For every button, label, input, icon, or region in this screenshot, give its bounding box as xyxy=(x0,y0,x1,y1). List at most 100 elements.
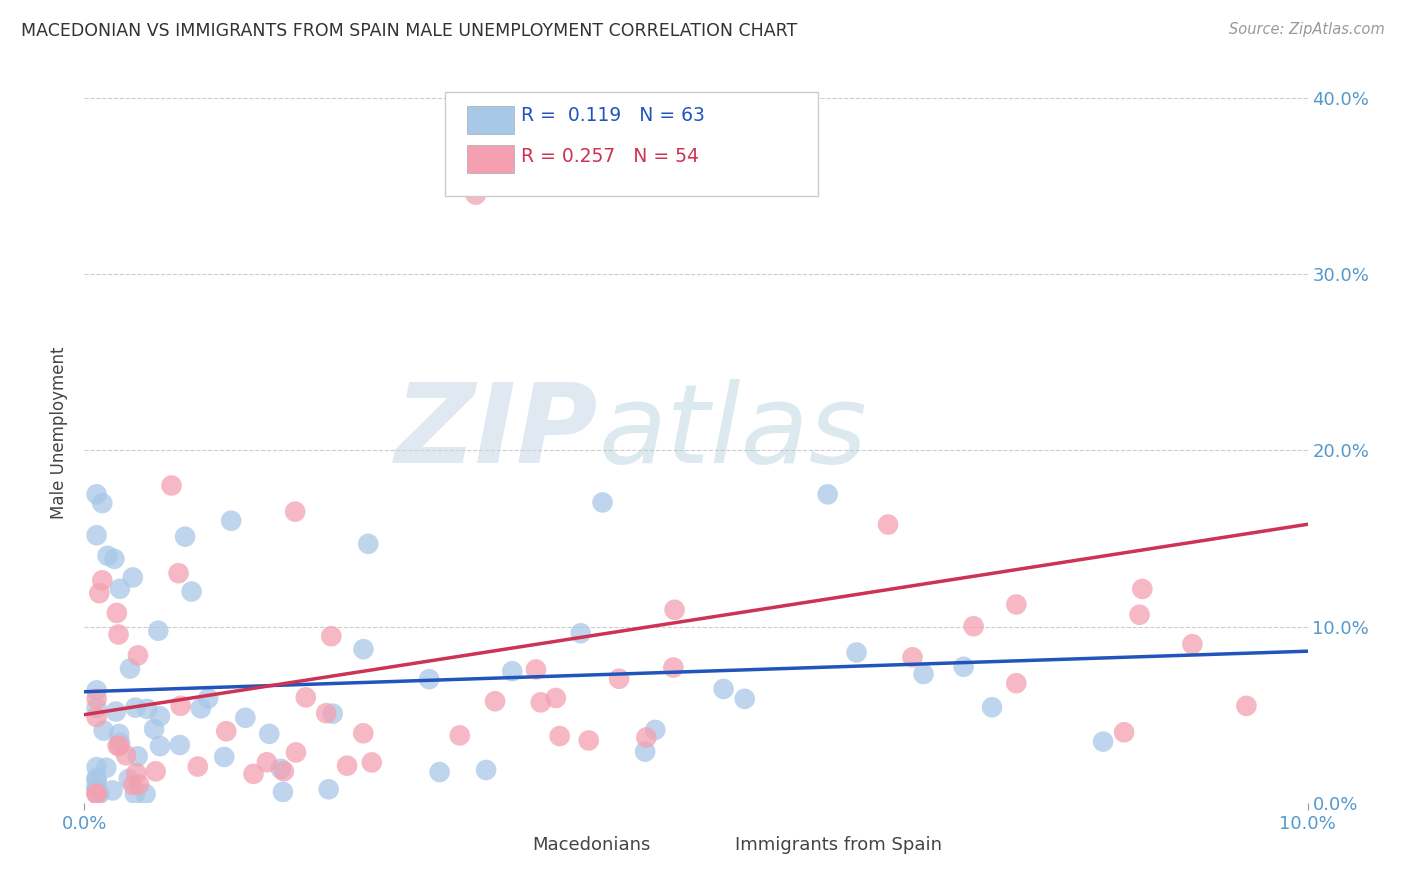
Point xyxy=(285,746,308,760)
Point xyxy=(578,733,600,747)
Text: R = 0.257   N = 54: R = 0.257 N = 54 xyxy=(522,147,699,166)
FancyBboxPatch shape xyxy=(690,833,727,857)
Point xyxy=(149,709,172,723)
Point xyxy=(464,187,486,202)
Point xyxy=(294,690,316,705)
Point xyxy=(544,691,567,706)
Point xyxy=(96,761,118,775)
Point xyxy=(115,748,138,763)
Text: MACEDONIAN VS IMMIGRANTS FROM SPAIN MALE UNEMPLOYMENT CORRELATION CHART: MACEDONIAN VS IMMIGRANTS FROM SPAIN MALE… xyxy=(21,22,797,40)
Point xyxy=(86,487,108,501)
Point xyxy=(103,552,125,566)
Point xyxy=(86,781,108,796)
Point xyxy=(101,783,124,797)
Point xyxy=(360,756,382,770)
Point xyxy=(121,570,143,584)
Point xyxy=(107,627,129,641)
Point xyxy=(86,760,108,774)
Point xyxy=(169,738,191,752)
Point xyxy=(136,702,159,716)
Point xyxy=(242,767,264,781)
Point xyxy=(1092,734,1115,748)
Point xyxy=(135,787,157,801)
Point xyxy=(664,603,686,617)
Point xyxy=(817,487,839,501)
Point xyxy=(662,660,685,674)
Point xyxy=(636,731,658,745)
Point xyxy=(104,705,127,719)
Point xyxy=(713,681,735,696)
Point xyxy=(1130,582,1153,596)
Point xyxy=(160,478,183,492)
Point xyxy=(877,517,900,532)
Point xyxy=(912,667,935,681)
Point xyxy=(1181,637,1204,651)
Point xyxy=(418,672,440,686)
Point xyxy=(91,496,114,510)
Point xyxy=(901,650,924,665)
Point xyxy=(845,645,868,659)
Point xyxy=(315,706,337,721)
Point xyxy=(86,683,108,698)
Point xyxy=(125,766,148,780)
Point xyxy=(108,739,131,753)
Point xyxy=(108,727,131,741)
Point xyxy=(219,514,242,528)
Point xyxy=(122,778,145,792)
Point xyxy=(127,749,149,764)
Point xyxy=(108,736,131,750)
Point xyxy=(93,723,115,738)
Point xyxy=(124,787,146,801)
Point xyxy=(127,648,149,663)
Point xyxy=(89,787,111,801)
FancyBboxPatch shape xyxy=(467,145,513,173)
Point xyxy=(143,722,166,736)
Point xyxy=(89,586,111,600)
Point xyxy=(256,756,278,770)
Point xyxy=(1005,598,1028,612)
Point xyxy=(257,727,280,741)
Point xyxy=(96,549,118,563)
Point xyxy=(548,729,571,743)
Point xyxy=(353,642,375,657)
Point xyxy=(501,665,523,679)
Point xyxy=(212,750,235,764)
Point xyxy=(962,619,984,633)
Point xyxy=(1128,607,1150,622)
FancyBboxPatch shape xyxy=(446,92,818,195)
Point xyxy=(174,530,197,544)
Point xyxy=(429,765,451,780)
Point xyxy=(149,739,172,753)
Text: Macedonians: Macedonians xyxy=(531,836,651,854)
Point xyxy=(118,662,141,676)
Point xyxy=(271,785,294,799)
Point xyxy=(524,662,547,676)
Point xyxy=(167,566,190,581)
Point xyxy=(107,739,129,753)
Point xyxy=(1236,698,1258,713)
Point xyxy=(569,626,592,640)
Point xyxy=(475,763,498,777)
Point xyxy=(634,745,657,759)
Point xyxy=(484,694,506,708)
Point xyxy=(321,629,343,643)
Point xyxy=(215,724,238,739)
Point xyxy=(105,606,128,620)
Point xyxy=(118,772,141,786)
Point xyxy=(644,723,666,737)
Point xyxy=(86,771,108,785)
Point xyxy=(352,726,374,740)
Text: atlas: atlas xyxy=(598,379,866,486)
Point xyxy=(530,695,553,709)
Point xyxy=(235,711,257,725)
Point xyxy=(734,691,756,706)
Point xyxy=(169,698,191,713)
Text: Source: ZipAtlas.com: Source: ZipAtlas.com xyxy=(1229,22,1385,37)
Point xyxy=(952,660,974,674)
Point xyxy=(322,706,344,721)
Point xyxy=(180,584,202,599)
Point xyxy=(86,691,108,706)
Point xyxy=(86,710,108,724)
Y-axis label: Male Unemployment: Male Unemployment xyxy=(51,346,69,519)
Text: R =  0.119   N = 63: R = 0.119 N = 63 xyxy=(522,105,704,125)
